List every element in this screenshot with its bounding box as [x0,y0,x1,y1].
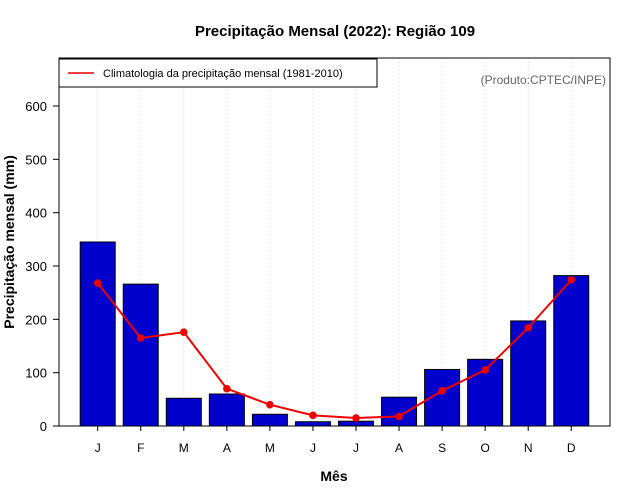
climatology-point [567,276,576,284]
x-tick-label: A [395,441,403,455]
x-tick-label: J [310,441,316,455]
x-tick-label: M [179,441,189,455]
y-tick-label: 600 [25,99,47,114]
x-tick-label: D [567,441,576,455]
bar-F-1 [122,283,159,427]
x-tick-label: O [480,441,489,455]
climatology-point [395,412,403,421]
legend-label: Climatologia da precipitação mensal (198… [103,68,343,80]
bar-M-4 [251,413,288,427]
climatology-point [180,328,188,336]
grid-lines [97,58,572,426]
bar-J-6 [338,420,374,427]
y-axis: 0 100 200 300 400 500 600 [25,99,59,434]
climatology-point [309,411,317,420]
x-tick-label: N [524,441,533,455]
climatology-point [352,414,360,422]
bar-J-0 [79,241,116,427]
bar-M-2 [165,397,202,427]
climatology-line [93,276,576,422]
y-tick-label: 500 [25,152,47,167]
y-tick-label: 100 [25,366,47,381]
bar-A-3 [208,393,245,427]
plot-frame [58,57,611,427]
bar-J-5 [294,421,331,427]
climatology-point [438,387,446,395]
x-tick-label: J [353,441,359,455]
y-tick-label: 200 [25,312,47,327]
x-axis-title: Mês [320,468,347,484]
chart-title: Precipitação Mensal (2022): Região 109 [195,23,475,40]
climatology-point [524,324,532,332]
legend: Climatologia da precipitação mensal (198… [58,58,378,88]
climatology-polyline [96,279,572,420]
y-axis-title: Precipitação mensal (mm) [1,155,17,329]
x-tick-label: F [137,441,144,455]
bar-N-10 [510,320,547,427]
y-tick-label: 0 [40,419,47,434]
y-tick-label: 300 [25,259,47,274]
climatology-point [223,384,231,393]
bar-D-11 [553,275,590,427]
climatology-point [136,334,145,342]
x-tick-label: A [223,441,231,455]
climatology-point [93,279,102,287]
climatology-point [481,366,489,374]
legend-box [58,58,378,88]
x-tick-label: J [95,441,101,455]
credit-annotation: (Produto:CPTEC/INPE) [481,73,606,87]
x-tick-label: S [438,441,446,455]
x-tick-label: M [265,441,275,455]
climatology-point [266,400,274,409]
bar-A-7 [381,396,418,427]
y-tick-label: 400 [25,206,47,221]
bars [79,241,590,427]
